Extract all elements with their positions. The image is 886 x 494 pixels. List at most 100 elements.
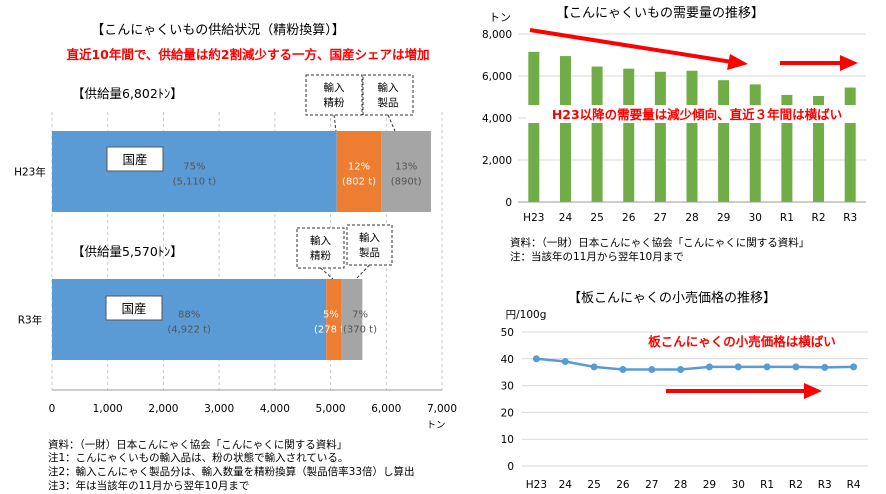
price-x-tick: 28: [674, 479, 687, 491]
callout-leader: [320, 267, 334, 280]
callout-box: [346, 224, 393, 266]
price-y-unit: 円/100g: [506, 309, 547, 321]
price-flat-arrow-head: [804, 383, 822, 399]
supply-x-tick: 6,000: [371, 403, 401, 415]
domestic-label-box: [105, 295, 163, 321]
supply-x-tick: 4,000: [260, 403, 290, 415]
callout-box: [296, 227, 345, 269]
demand-x-tick: H23: [523, 212, 544, 224]
supply-bar-pct: 88%: [178, 310, 200, 321]
demand-trend-arrow-head: [727, 54, 748, 70]
supply-x-tick: 5,000: [316, 403, 346, 415]
supply-x-tick: 1,000: [93, 403, 123, 415]
callout-line-2: 精粉: [310, 249, 331, 262]
demand-x-tick: R2: [812, 212, 826, 224]
supply-category-label: R3年: [18, 314, 42, 327]
domestic-label: 国産: [121, 301, 146, 316]
demand-flat-arrow-head: [840, 55, 858, 71]
price-x-tick: 27: [645, 479, 658, 491]
supply-bar-pct: 13%: [395, 162, 417, 173]
price-annotation: 板こんにゃくの小売価格は横ばい: [648, 334, 836, 349]
price-y-tick: 20: [501, 407, 514, 419]
demand-bar: [844, 87, 856, 202]
callout-line-1: 輸入: [310, 234, 331, 247]
callout-leader: [333, 114, 337, 132]
callout-line-2: 製品: [378, 96, 399, 109]
price-x-tick: 30: [732, 479, 745, 491]
supply-bar-2: [381, 131, 431, 212]
supply-note-2: 注1：こんにゃくいもの輸入品は、粉の状態で輸入されている。: [48, 452, 349, 464]
price-x-tick: R4: [847, 479, 861, 491]
price-y-tick: 10: [501, 434, 514, 446]
demand-bar: [528, 51, 540, 202]
demand-trend-arrow-shaft: [529, 28, 733, 64]
demand-y-tick: 8,000: [482, 29, 512, 41]
supply-bar-pct: 7%: [352, 310, 368, 321]
demand-bar: [591, 66, 603, 202]
price-line: [536, 357, 854, 371]
demand-x-tick: 25: [590, 212, 603, 224]
demand-x-tick: 29: [717, 212, 730, 224]
price-point: [850, 363, 858, 371]
callout-line-1: 輸入: [324, 81, 345, 94]
domestic-label: 国産: [122, 152, 147, 167]
price-x-tick: 29: [703, 479, 716, 491]
demand-bar: [686, 70, 698, 202]
supply-x-unit: トン: [426, 420, 445, 431]
demand-x-tick: R3: [843, 212, 857, 224]
supply-note-3: 注2：輸入こんにゃく製品分は、輸入数量を精粉換算（製品倍率33倍）し算出: [48, 466, 415, 478]
price-point: [705, 363, 713, 371]
demand-y-unit: トン: [489, 11, 511, 24]
supply-bar-value: (4,922 t): [167, 325, 211, 336]
supply-bar-value: (890t): [391, 177, 422, 188]
price-x-tick: R2: [789, 479, 803, 491]
price-x-tick: 26: [616, 479, 630, 491]
supply-note-4: 注3：年は当該年の11月から翌年10月まで: [48, 480, 250, 492]
supply-bar-0: [52, 131, 337, 212]
callout-leader: [355, 264, 370, 280]
supply-bar-value: (5,110 t): [173, 177, 217, 188]
price-point: [561, 357, 569, 365]
price-point: [792, 363, 800, 371]
demand-x-tick: 24: [559, 212, 573, 224]
supply-total-label: 【供給量5,570ﾄﾝ】: [72, 244, 183, 259]
supply-x-tick: 7,000: [427, 403, 457, 415]
callout-leader: [387, 114, 396, 132]
supply-total-label: 【供給量6,802ﾄﾝ】: [72, 86, 183, 101]
price-x-tick: R1: [760, 479, 774, 491]
callout-line-1: 輸入: [359, 231, 380, 244]
price-y-tick: 50: [501, 327, 514, 339]
price-point: [590, 363, 598, 371]
supply-title: 【こんにゃくいもの供給状況（精粉換算）】: [91, 23, 345, 38]
supply-subtitle: 直近10年間で、供給量は約2割減少する一方、国産シェアは増加: [66, 47, 429, 62]
supply-bar-1: [336, 131, 382, 212]
supply-bar-2: [341, 279, 363, 360]
supply-bar-value: (278 t): [314, 325, 348, 336]
demand-bar: [718, 80, 730, 202]
callout-line-1: 輸入: [378, 81, 399, 94]
supply-bar-0: [52, 279, 327, 360]
demand-bar: [623, 68, 635, 203]
demand-annotation-bg: [526, 105, 866, 123]
demand-y-tick: 4,000: [482, 113, 512, 125]
supply-bar-pct: 5%: [323, 310, 339, 321]
demand-bar: [749, 84, 761, 202]
supply-x-tick: 0: [49, 403, 56, 415]
demand-x-tick: 30: [749, 212, 762, 224]
supply-x-tick: 3,000: [204, 403, 234, 415]
callout-line-2: 製品: [359, 246, 380, 259]
price-x-tick: 25: [587, 479, 600, 491]
price-x-tick: H23: [526, 479, 547, 491]
demand-bar: [781, 94, 793, 202]
demand-y-tick: 2,000: [482, 155, 512, 167]
demand-note-1: 資料：（一財）日本こんにゃく協会「こんにゃくに関する資料」: [510, 237, 810, 249]
domestic-label-box: [106, 146, 164, 172]
demand-x-tick: 28: [685, 212, 698, 224]
demand-note-2: 注：当該年の11月から翌年10月まで: [510, 251, 684, 263]
demand-y-tick: 0: [505, 197, 512, 209]
supply-bar-value: (802 t): [342, 177, 376, 188]
price-y-tick: 0: [507, 461, 514, 473]
